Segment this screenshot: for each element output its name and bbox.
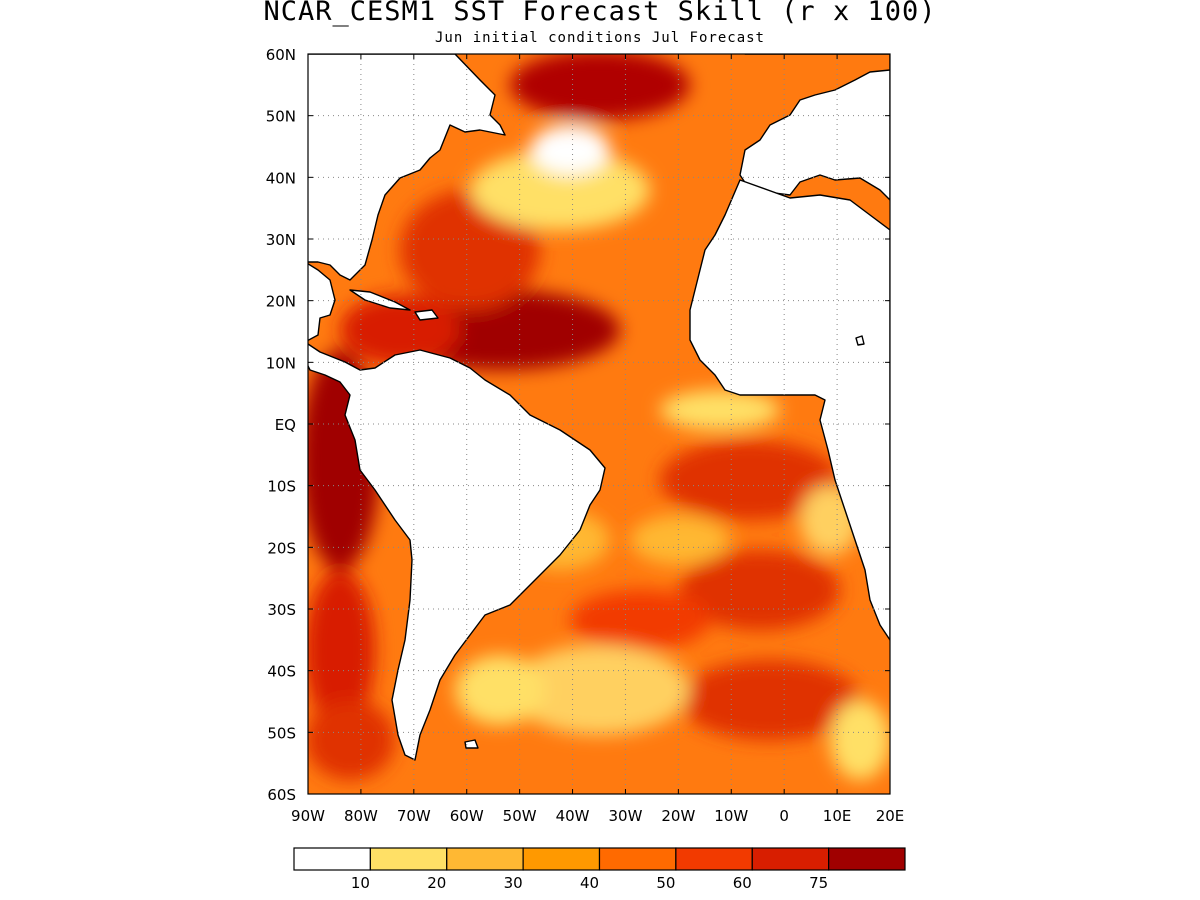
colorbar-swatch: [828, 847, 906, 871]
colorbar-label: 30: [504, 874, 523, 892]
colorbar-swatch: [369, 847, 448, 871]
lon-label: 60W: [450, 807, 484, 825]
lat-label: 30S: [267, 601, 296, 619]
lon-axis: 90W 80W 70W 60W 50W 40W 30W 20W 10W 0 10E 20E: [291, 807, 904, 825]
lat-label: 10N: [266, 354, 296, 372]
lon-label: 0: [779, 807, 789, 825]
colorbar-label: 60: [733, 874, 752, 892]
colorbar-swatch: [675, 847, 753, 871]
land: [308, 54, 890, 761]
lon-label: 80W: [344, 807, 378, 825]
colorbar-swatch: [446, 847, 524, 871]
lat-label: 60N: [266, 46, 296, 64]
lat-label: 20S: [267, 539, 296, 557]
lon-label: 10W: [714, 807, 748, 825]
lon-label: 10E: [823, 807, 852, 825]
lat-label: 20N: [266, 293, 296, 311]
colorbar-label: 40: [580, 874, 599, 892]
lon-label: 30W: [608, 807, 642, 825]
lon-label: 20W: [661, 807, 695, 825]
colorbar-label: 20: [427, 874, 446, 892]
lon-label: 20E: [876, 807, 905, 825]
colorbar-swatch: [522, 847, 601, 871]
lat-label: EQ: [275, 416, 296, 434]
map-title: NCAR_CESM1 SST Forecast Skill (r x 100): [263, 0, 937, 27]
ocean-field: [308, 54, 890, 794]
grid-lines: [308, 54, 890, 794]
lon-label: 50W: [503, 807, 537, 825]
lon-label: 70W: [397, 807, 431, 825]
colorbar-swatch: [751, 847, 830, 871]
lat-label: 50S: [267, 724, 296, 742]
lat-axis: 60N 50N 40N 30N 20N 10N EQ 10S 20S 30S 40S 50S 60S: [266, 46, 296, 804]
axis-ticks: [307, 53, 891, 795]
lat-label: 50N: [266, 108, 296, 126]
lat-label: 30N: [266, 231, 296, 249]
colorbar-label: 50: [656, 874, 675, 892]
lat-label: 40S: [267, 663, 296, 681]
colorbar-swatch: [598, 847, 677, 871]
lon-label: 40W: [556, 807, 590, 825]
colorbar-label: 75: [809, 874, 828, 892]
lon-label: 90W: [291, 807, 325, 825]
colorbar: 10 20 30 40 50 60 75: [293, 847, 906, 892]
lat-label: 10S: [267, 478, 296, 496]
map-subtitle: Jun initial conditions Jul Forecast: [434, 30, 765, 46]
colorbar-swatch: [293, 847, 371, 871]
colorbar-label: 10: [351, 874, 370, 892]
lat-label: 40N: [266, 169, 296, 187]
lat-label: 60S: [267, 786, 296, 804]
